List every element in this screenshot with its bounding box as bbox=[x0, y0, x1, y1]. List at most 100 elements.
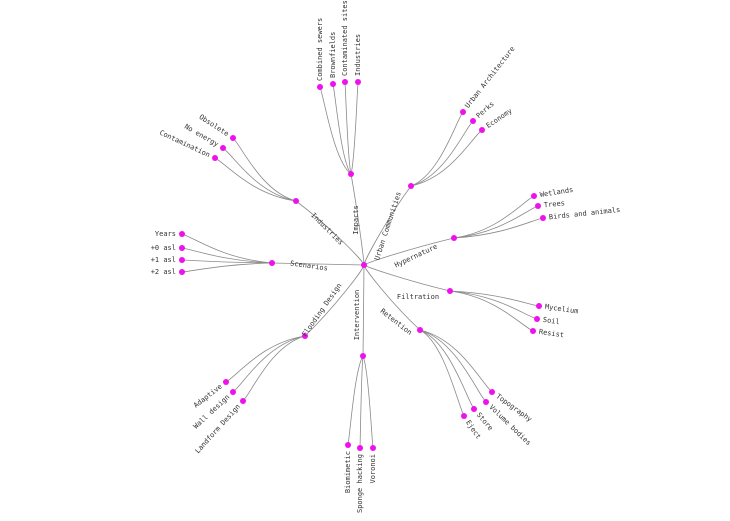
leaf-label-sponge-hacking: Sponge hacking bbox=[356, 454, 364, 513]
leaf-node-resist bbox=[530, 328, 536, 334]
leaf-node-perks bbox=[470, 118, 476, 124]
leaf-node-volume-bodies bbox=[483, 399, 489, 405]
leaf-node-urban-architecture bbox=[460, 109, 466, 115]
node-flooding bbox=[302, 333, 308, 339]
leaf-node-voronoi bbox=[370, 445, 376, 451]
leaf-node-contamination bbox=[212, 155, 218, 161]
leaf-label-biomimetic: Biomimetic bbox=[344, 451, 352, 493]
leaf-label-years: Years bbox=[155, 230, 176, 238]
leaf-node-years bbox=[179, 231, 185, 237]
link-mycelium bbox=[449, 290, 540, 307]
link-landform-design bbox=[242, 335, 306, 402]
branch-label-hyper: Hypernature bbox=[393, 243, 438, 270]
leaf-label-0-asl: +0 asl bbox=[151, 244, 176, 252]
node-urban bbox=[408, 183, 414, 189]
link-obsolete bbox=[232, 137, 297, 202]
leaf-node-eject bbox=[461, 413, 467, 419]
leaf-node-combined-sewers bbox=[317, 84, 323, 90]
link-brownfields bbox=[332, 83, 352, 175]
link-topography bbox=[419, 329, 493, 393]
node-filtration bbox=[447, 288, 453, 294]
link-intervention bbox=[362, 264, 365, 357]
branch-label-intervention: Intervention bbox=[353, 290, 361, 341]
node-retention bbox=[417, 327, 423, 333]
link-eject bbox=[419, 329, 465, 417]
leaf-label-soil: Soil bbox=[542, 316, 560, 326]
link-contaminated-sites bbox=[344, 81, 352, 175]
leaf-node-adaptive bbox=[223, 379, 229, 385]
link-filtration bbox=[363, 264, 451, 292]
leaf-node-wetlands bbox=[531, 193, 537, 199]
link-1-asl bbox=[181, 259, 273, 264]
link-years bbox=[181, 233, 273, 264]
link-volume-bodies bbox=[419, 329, 487, 403]
link-trees bbox=[453, 205, 539, 239]
link-combined-sewers bbox=[319, 86, 352, 175]
branch-label-impacts: Impacts bbox=[352, 205, 360, 235]
node-scenarios bbox=[269, 260, 275, 266]
leaf-label-trees: Trees bbox=[544, 199, 566, 209]
leaf-label-industries: Industries bbox=[354, 34, 362, 76]
leaf-node-1-asl bbox=[179, 257, 185, 263]
link-birds-and-animals bbox=[453, 217, 544, 239]
link-sponge-hacking bbox=[359, 355, 364, 449]
link-adaptive bbox=[225, 335, 306, 383]
root-node bbox=[361, 262, 367, 268]
leaf-node-topography bbox=[489, 389, 495, 395]
leaf-node-soil bbox=[534, 316, 540, 322]
leaf-label-2-asl: +2 asl bbox=[151, 268, 176, 276]
leaf-node-wall-design bbox=[230, 389, 236, 395]
link-voronoi bbox=[362, 355, 374, 449]
leaf-node-birds-and-animals bbox=[540, 215, 546, 221]
node-intervention bbox=[360, 353, 366, 359]
leaf-label-resist: Resist bbox=[538, 328, 564, 339]
link-contamination bbox=[214, 157, 297, 202]
node-hyper bbox=[451, 235, 457, 241]
leaf-node-store bbox=[471, 406, 477, 412]
leaf-node-trees bbox=[535, 203, 541, 209]
branch-label-scenarios: Scenarios bbox=[290, 259, 329, 272]
leaf-label-wetlands: Wetlands bbox=[539, 186, 574, 199]
leaf-label-mycelium: Mycelium bbox=[544, 303, 579, 316]
branch-label-retention: Retention bbox=[379, 307, 414, 337]
leaf-label-1-asl: +1 asl bbox=[151, 256, 176, 264]
leaf-node-economy bbox=[479, 127, 485, 133]
branch-label-filtration: Filtration bbox=[397, 293, 439, 301]
link-urban-architecture bbox=[410, 111, 464, 187]
leaf-node-industries bbox=[355, 79, 361, 85]
leaf-label-voronoi: Voronoi bbox=[369, 454, 377, 484]
link-soil bbox=[449, 290, 538, 320]
link-wall-design bbox=[232, 335, 306, 393]
leaf-label-combined-sewers: Combined sewers bbox=[316, 18, 324, 81]
node-impacts bbox=[348, 171, 354, 177]
leaf-node-sponge-hacking bbox=[357, 445, 363, 451]
leaf-node-contaminated-sites bbox=[342, 79, 348, 85]
leaf-node-biomimetic bbox=[345, 442, 351, 448]
link-biomimetic bbox=[347, 355, 364, 446]
leaf-node-brownfields bbox=[330, 81, 336, 87]
link-0-asl bbox=[181, 247, 273, 264]
leaf-node-0-asl bbox=[179, 245, 185, 251]
link-resist bbox=[449, 290, 534, 332]
leaf-node-obsolete bbox=[230, 135, 236, 141]
leaf-node-mycelium bbox=[536, 303, 542, 309]
link-perks bbox=[410, 120, 474, 187]
leaf-label-contaminated-sites: Contaminated sites bbox=[341, 0, 349, 76]
link-2-asl bbox=[181, 262, 273, 273]
leaf-label-birds-and-animals: Birds and animals bbox=[549, 206, 621, 221]
link-industries bbox=[350, 81, 359, 175]
leaf-node-no-energy bbox=[220, 145, 226, 151]
branch-label-flooding: Flooding Design bbox=[301, 282, 344, 338]
branch-label-urban: Urban Communities bbox=[373, 191, 403, 262]
link-economy bbox=[410, 129, 483, 187]
link-store bbox=[419, 329, 475, 410]
branch-label-industries: Industries bbox=[309, 211, 344, 246]
nodes-layer bbox=[179, 79, 546, 451]
link-no-energy bbox=[222, 147, 297, 202]
leaf-node-landform-design bbox=[240, 398, 246, 404]
leaf-node-2-asl bbox=[179, 269, 185, 275]
leaf-label-brownfields: Brownfields bbox=[329, 32, 337, 78]
link-wetlands bbox=[453, 195, 535, 239]
